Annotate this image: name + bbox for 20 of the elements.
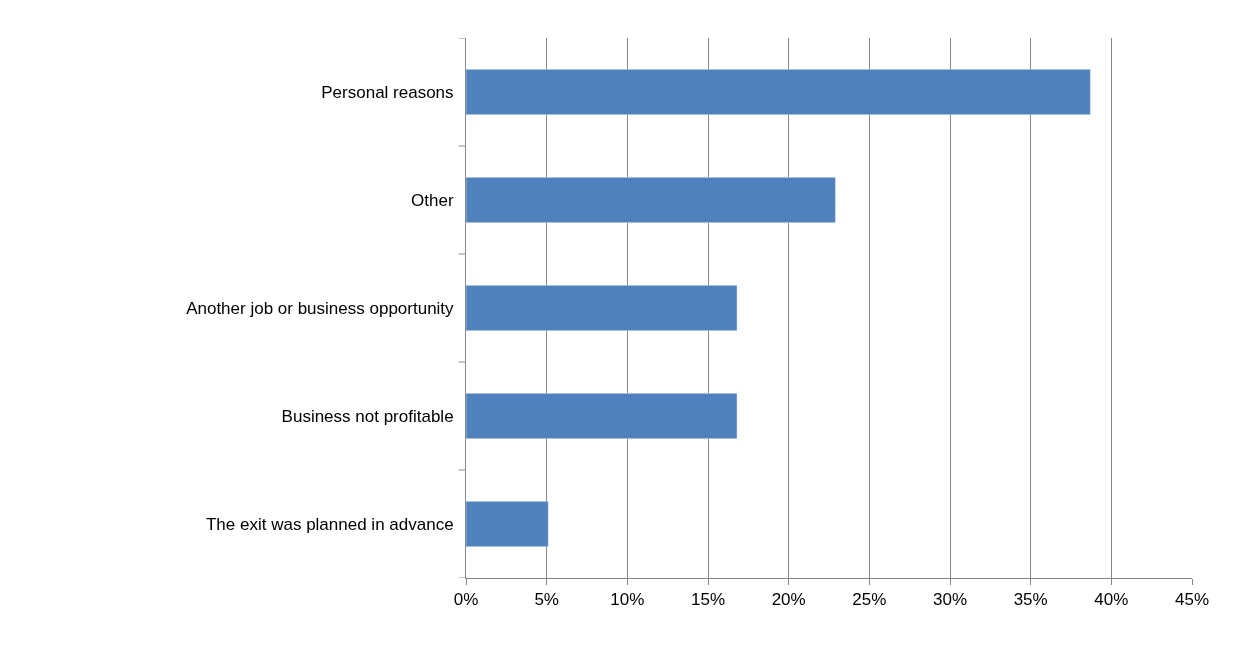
x-tick-label: 45% bbox=[1174, 590, 1210, 610]
bar bbox=[466, 285, 738, 331]
bar bbox=[466, 501, 549, 547]
y-tick-label: The exit was planned in advance bbox=[205, 514, 454, 534]
y-tick-label: Personal reasons bbox=[321, 82, 454, 102]
x-tick-label: 10% bbox=[610, 590, 645, 610]
y-tick-label: Other bbox=[411, 190, 454, 210]
x-tick-label: 15% bbox=[690, 590, 726, 610]
x-tick-label: 30% bbox=[932, 590, 968, 610]
bar bbox=[466, 69, 1091, 115]
y-tick-label: Business not profitable bbox=[281, 406, 454, 426]
x-tick-label: 40% bbox=[1094, 590, 1129, 610]
bar bbox=[466, 177, 836, 223]
x-tick-label: 5% bbox=[534, 590, 559, 610]
bar bbox=[466, 393, 738, 439]
y-tick-label: Another job or business opportunity bbox=[186, 298, 455, 318]
x-tick-label: 25% bbox=[852, 590, 887, 610]
x-tick-label: 0% bbox=[453, 590, 479, 610]
x-tick-label: 20% bbox=[771, 590, 806, 610]
x-tick-label: 35% bbox=[1013, 590, 1048, 610]
